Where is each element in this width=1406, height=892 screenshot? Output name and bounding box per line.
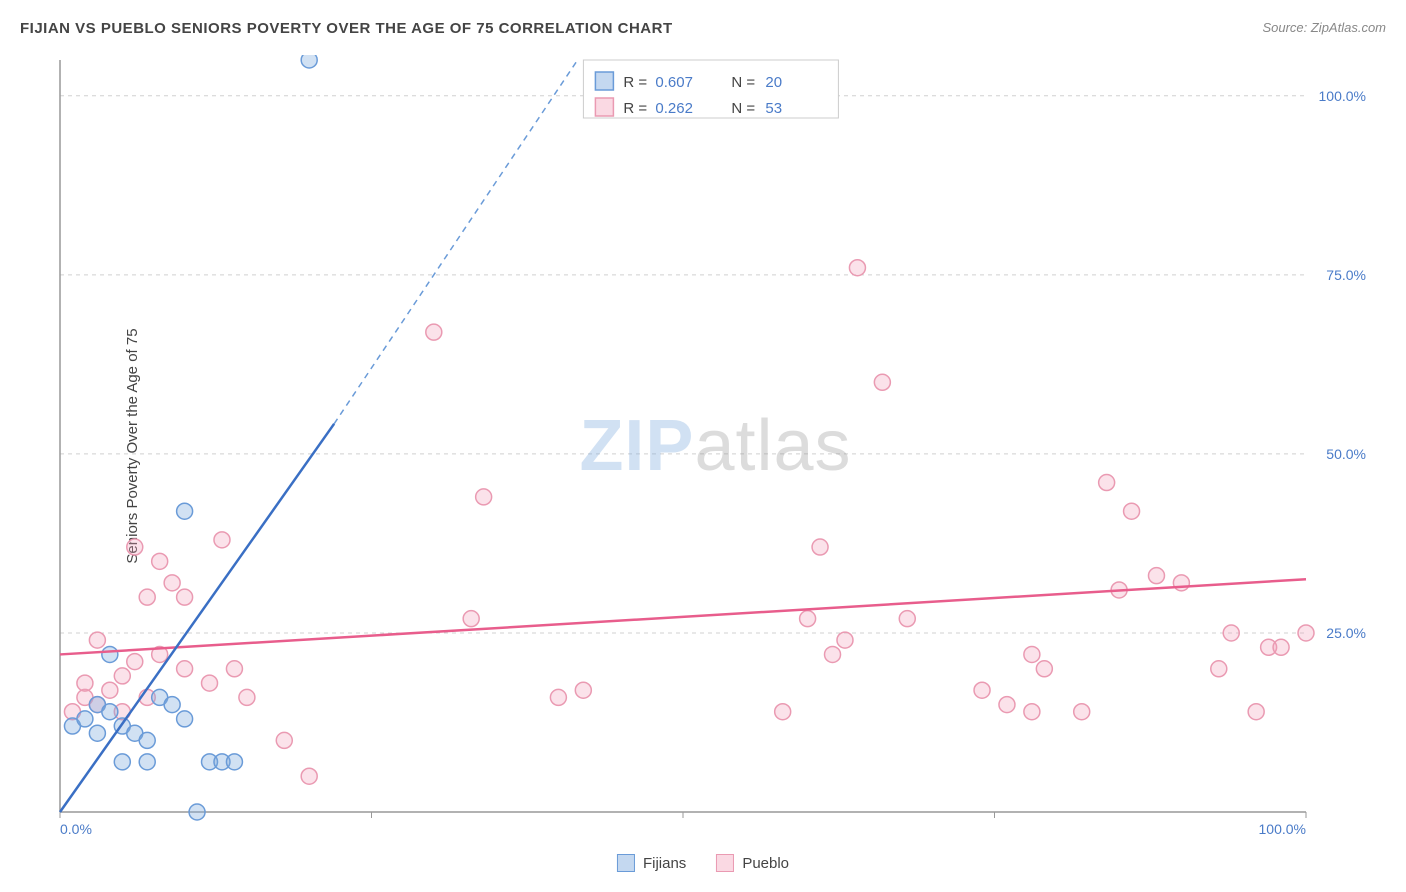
- bottom-legend: Fijians Pueblo: [617, 854, 789, 872]
- data-point-pueblo: [463, 611, 479, 627]
- legend-item-fijians: Fijians: [617, 854, 686, 872]
- data-point-pueblo: [974, 682, 990, 698]
- data-point-fijians: [189, 804, 205, 820]
- data-point-fijians: [301, 55, 317, 68]
- data-point-fijians: [226, 754, 242, 770]
- data-point-pueblo: [1298, 625, 1314, 641]
- data-point-pueblo: [837, 632, 853, 648]
- data-point-fijians: [102, 704, 118, 720]
- data-point-pueblo: [214, 532, 230, 548]
- data-point-fijians: [139, 754, 155, 770]
- svg-text:25.0%: 25.0%: [1326, 625, 1366, 641]
- data-point-pueblo: [426, 324, 442, 340]
- svg-text:0.607: 0.607: [655, 74, 693, 91]
- data-point-fijians: [177, 503, 193, 519]
- svg-text:50.0%: 50.0%: [1326, 446, 1366, 462]
- data-point-pueblo: [1211, 661, 1227, 677]
- data-point-pueblo: [775, 704, 791, 720]
- legend-item-pueblo: Pueblo: [716, 854, 789, 872]
- data-point-pueblo: [476, 489, 492, 505]
- svg-text:R =: R =: [623, 74, 647, 91]
- data-point-pueblo: [1074, 704, 1090, 720]
- chart-title: FIJIAN VS PUEBLO SENIORS POVERTY OVER TH…: [20, 20, 673, 37]
- svg-text:N =: N =: [731, 74, 755, 91]
- data-point-pueblo: [800, 611, 816, 627]
- data-point-pueblo: [77, 675, 93, 691]
- stats-swatch: [595, 98, 613, 116]
- data-point-pueblo: [1024, 704, 1040, 720]
- trend-line-fijians-solid: [60, 424, 334, 812]
- source-attribution: Source: ZipAtlas.com: [1262, 20, 1386, 35]
- data-point-pueblo: [127, 654, 143, 670]
- data-point-pueblo: [550, 689, 566, 705]
- data-point-pueblo: [102, 682, 118, 698]
- data-point-fijians: [114, 754, 130, 770]
- trend-line-fijians-dashed: [334, 60, 577, 424]
- data-point-fijians: [164, 697, 180, 713]
- data-point-pueblo: [239, 689, 255, 705]
- data-point-pueblo: [812, 539, 828, 555]
- legend-label-fijians: Fijians: [643, 855, 686, 872]
- data-point-pueblo: [1099, 475, 1115, 491]
- svg-text:0.0%: 0.0%: [60, 821, 92, 837]
- data-point-pueblo: [999, 697, 1015, 713]
- data-point-pueblo: [164, 575, 180, 591]
- data-point-pueblo: [177, 661, 193, 677]
- data-point-pueblo: [276, 732, 292, 748]
- data-point-pueblo: [89, 632, 105, 648]
- data-point-pueblo: [899, 611, 915, 627]
- svg-text:0.262: 0.262: [655, 100, 693, 117]
- data-point-pueblo: [1173, 575, 1189, 591]
- data-point-fijians: [77, 711, 93, 727]
- data-point-fijians: [177, 711, 193, 727]
- svg-text:100.0%: 100.0%: [1259, 821, 1306, 837]
- data-point-pueblo: [139, 589, 155, 605]
- data-point-pueblo: [1024, 646, 1040, 662]
- data-point-pueblo: [1148, 568, 1164, 584]
- data-point-pueblo: [1248, 704, 1264, 720]
- data-point-pueblo: [1124, 503, 1140, 519]
- svg-text:100.0%: 100.0%: [1319, 88, 1366, 104]
- data-point-pueblo: [114, 668, 130, 684]
- data-point-pueblo: [152, 553, 168, 569]
- data-point-pueblo: [849, 260, 865, 276]
- data-point-pueblo: [127, 539, 143, 555]
- data-point-fijians: [102, 646, 118, 662]
- data-point-fijians: [89, 725, 105, 741]
- stats-legend-box: [583, 60, 838, 118]
- stats-swatch: [595, 72, 613, 90]
- plot-svg: 25.0% 50.0% 75.0% 100.0% 0.0% 100.0% R = 0.607 N…: [55, 55, 1376, 837]
- svg-text:75.0%: 75.0%: [1326, 267, 1366, 283]
- data-point-pueblo: [1273, 639, 1289, 655]
- legend-label-pueblo: Pueblo: [742, 855, 789, 872]
- legend-swatch-pink: [716, 854, 734, 872]
- data-point-pueblo: [177, 589, 193, 605]
- legend-swatch-blue: [617, 854, 635, 872]
- trend-line-pueblo: [60, 579, 1306, 654]
- data-point-pueblo: [575, 682, 591, 698]
- chart-plot-area: ZIPatlas 25.0%50.0%75.0%100.0%0.0%100.0%…: [55, 55, 1376, 837]
- svg-text:N =: N =: [731, 100, 755, 117]
- data-point-pueblo: [301, 768, 317, 784]
- data-point-fijians: [139, 732, 155, 748]
- svg-text:R =: R =: [623, 100, 647, 117]
- data-point-pueblo: [874, 374, 890, 390]
- svg-text:53: 53: [765, 100, 782, 117]
- chart-container: FIJIAN VS PUEBLO SENIORS POVERTY OVER TH…: [0, 0, 1406, 892]
- svg-text:20: 20: [765, 74, 782, 91]
- data-point-pueblo: [1036, 661, 1052, 677]
- data-point-pueblo: [202, 675, 218, 691]
- data-point-pueblo: [226, 661, 242, 677]
- data-point-pueblo: [825, 646, 841, 662]
- data-point-pueblo: [1223, 625, 1239, 641]
